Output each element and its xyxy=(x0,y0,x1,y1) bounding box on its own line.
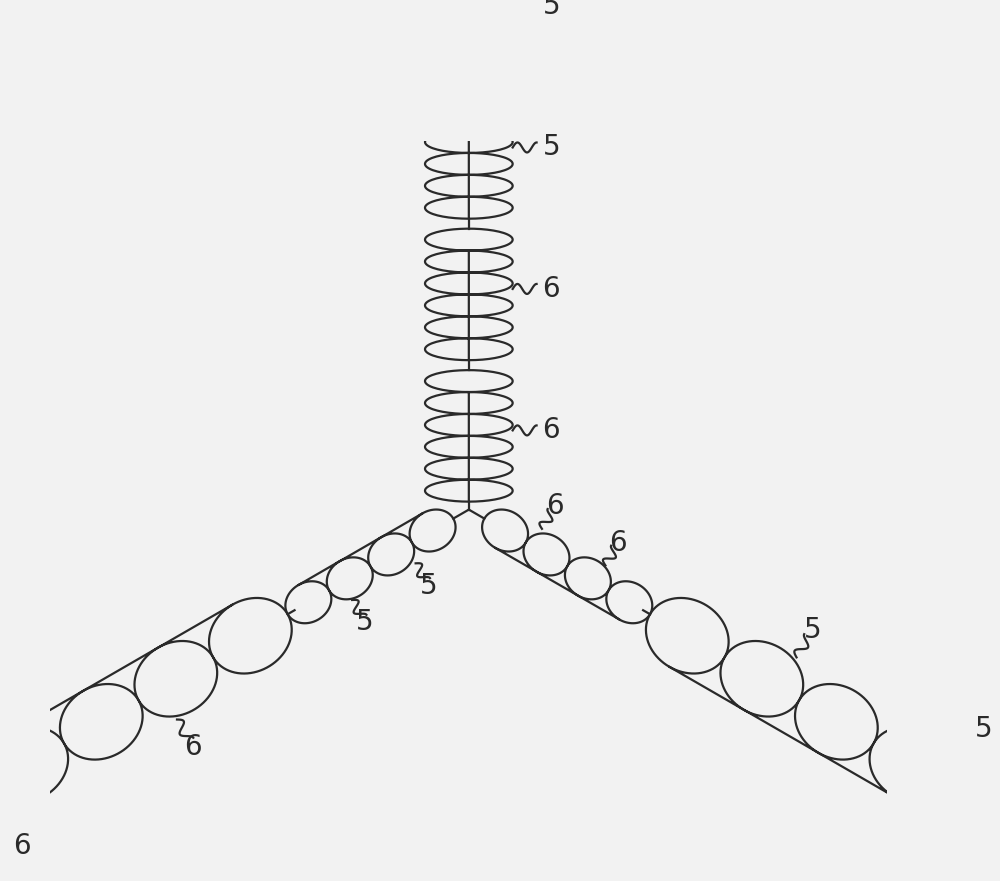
Text: 6: 6 xyxy=(184,733,202,761)
Text: 5: 5 xyxy=(804,616,821,644)
Text: 6: 6 xyxy=(543,417,560,444)
Text: 6: 6 xyxy=(13,833,30,860)
Text: 5: 5 xyxy=(975,714,993,743)
Text: 5: 5 xyxy=(356,609,374,636)
Text: 6: 6 xyxy=(546,492,564,521)
Text: 5: 5 xyxy=(543,133,560,161)
Text: 5: 5 xyxy=(543,0,560,20)
Text: 6: 6 xyxy=(610,529,627,557)
Text: 6: 6 xyxy=(543,275,560,303)
Text: 5: 5 xyxy=(420,572,437,600)
